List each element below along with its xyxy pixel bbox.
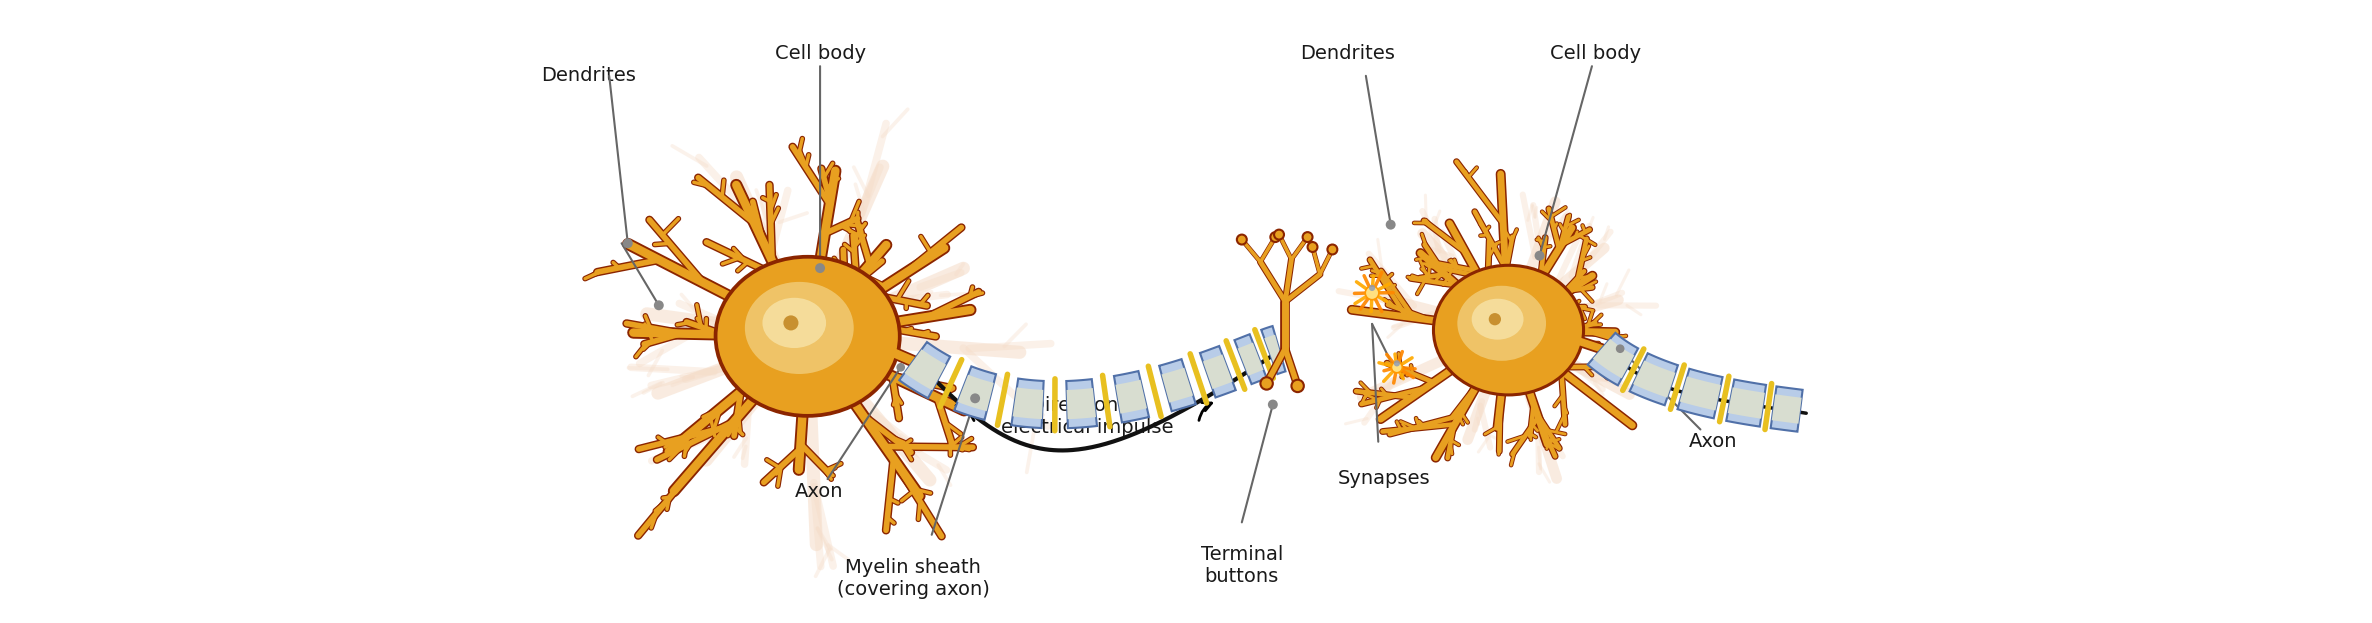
Polygon shape [1677,369,1722,418]
Circle shape [655,300,664,310]
Ellipse shape [1456,286,1547,361]
Ellipse shape [1433,265,1584,395]
Polygon shape [1010,379,1044,428]
Polygon shape [958,374,994,411]
Polygon shape [1200,346,1236,397]
Polygon shape [1679,376,1722,411]
Circle shape [1260,378,1274,389]
Circle shape [816,263,825,273]
Polygon shape [1203,354,1233,389]
Circle shape [1615,345,1625,353]
Circle shape [970,393,980,403]
Polygon shape [1772,394,1803,424]
Circle shape [1385,220,1395,230]
Polygon shape [899,342,951,398]
Text: Direction of
electrical impulse: Direction of electrical impulse [1001,396,1174,437]
Polygon shape [1587,333,1639,386]
Circle shape [1395,360,1399,366]
Text: Myelin sheath
(covering axon): Myelin sheath (covering axon) [837,558,989,599]
Polygon shape [1067,388,1096,419]
Circle shape [1369,285,1376,291]
Polygon shape [1162,368,1193,402]
Polygon shape [1262,326,1286,374]
Polygon shape [1632,361,1675,397]
Text: Terminal
buttons: Terminal buttons [1200,545,1283,586]
Ellipse shape [716,257,899,416]
Text: Dendrites: Dendrites [1300,44,1395,64]
Circle shape [1490,313,1501,325]
Polygon shape [1233,334,1267,384]
Circle shape [624,239,633,248]
Circle shape [783,315,799,330]
Polygon shape [1115,371,1148,422]
Polygon shape [1067,379,1096,428]
Circle shape [1290,380,1305,392]
Circle shape [897,363,906,372]
Text: Axon: Axon [795,368,901,501]
Circle shape [1302,232,1312,242]
Ellipse shape [1471,298,1523,340]
Polygon shape [1630,353,1677,405]
Polygon shape [1160,359,1195,411]
Text: Cell body: Cell body [1539,44,1641,255]
Circle shape [1307,242,1316,252]
Polygon shape [1594,339,1634,378]
Polygon shape [1770,386,1803,432]
Circle shape [1271,232,1281,242]
Circle shape [1269,399,1279,409]
Text: Synapses: Synapses [1338,470,1430,488]
Text: Dendrites: Dendrites [541,66,636,85]
Text: Axon: Axon [1620,349,1736,451]
Polygon shape [954,366,996,420]
Polygon shape [1727,388,1765,419]
Ellipse shape [761,298,825,348]
Polygon shape [1013,388,1044,419]
Circle shape [1236,235,1248,244]
Polygon shape [904,350,946,390]
Circle shape [1274,230,1283,240]
Ellipse shape [745,282,854,374]
Polygon shape [1115,380,1148,414]
Polygon shape [1238,343,1264,376]
Polygon shape [1264,335,1283,366]
Circle shape [1366,286,1378,300]
Polygon shape [1727,379,1767,427]
Circle shape [1535,250,1544,260]
Circle shape [1392,362,1402,373]
Circle shape [1328,244,1338,254]
Text: Cell body: Cell body [776,44,866,268]
